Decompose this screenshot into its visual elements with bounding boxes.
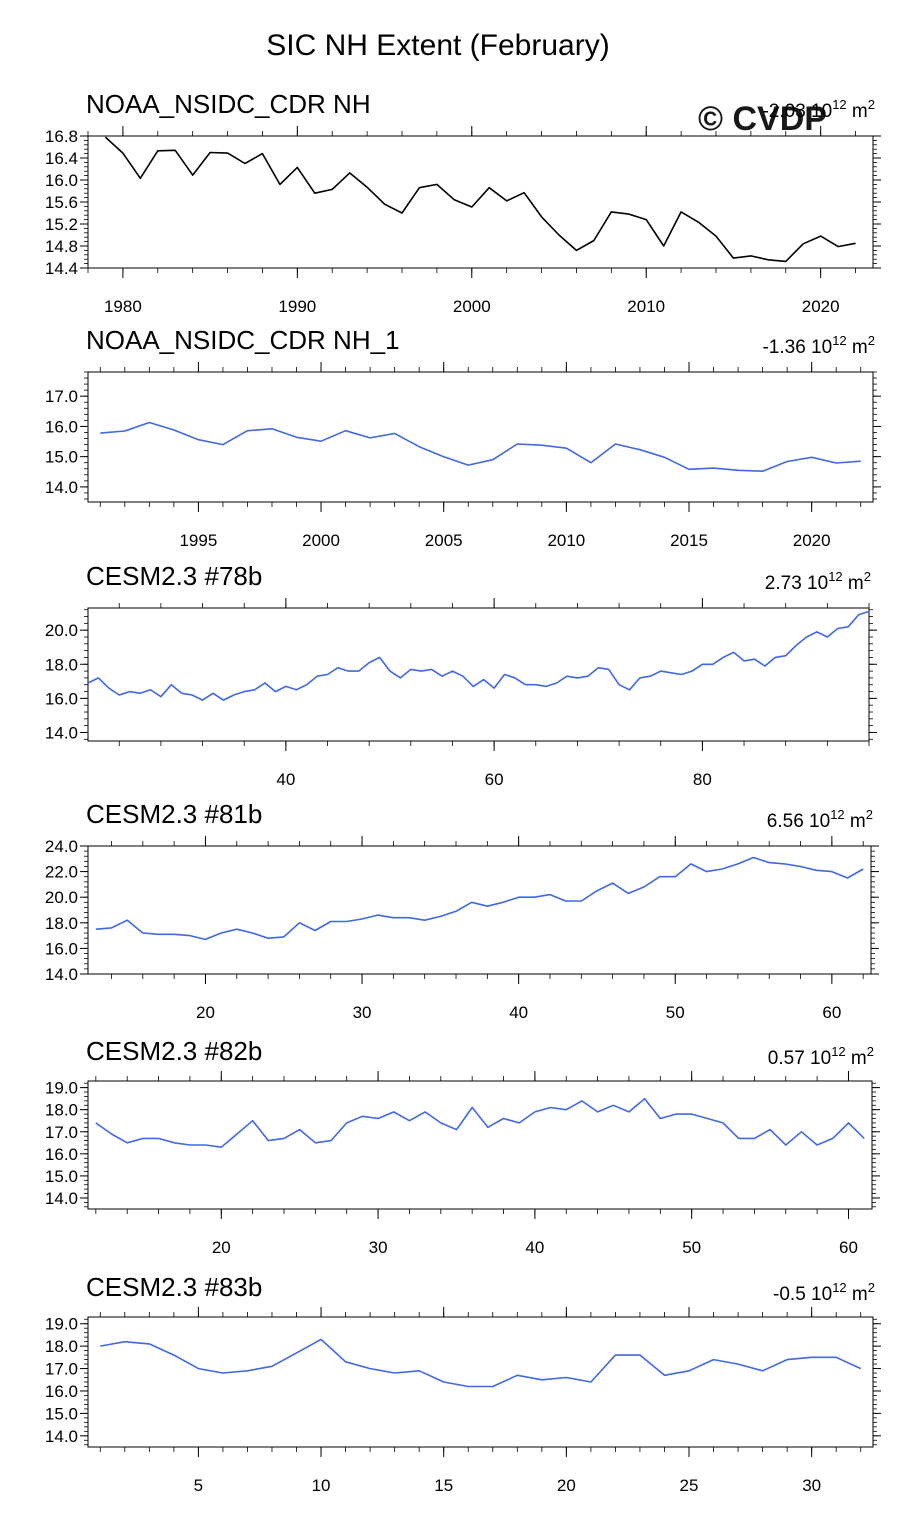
x-tick-label: 60 [839,1238,858,1257]
y-tick-label: 14.0 [45,478,78,497]
x-tick-label: 30 [353,1003,372,1022]
x-tick-label: 2020 [793,531,831,550]
plot-frame [87,1316,874,1448]
y-tick-label: 16.4 [45,149,78,168]
y-tick-label: 18.0 [45,914,78,933]
panel-title: CESM2.3 #78b [86,561,262,591]
x-tick-label: 2000 [302,531,340,550]
series-line [100,1338,862,1388]
x-tick-label: 1980 [104,297,142,316]
trend-label: 0.57 1012 m2 [768,1044,874,1069]
page-title: SIC NH Extent (February) [266,29,609,62]
x-tick-label: 2010 [627,297,665,316]
y-tick-label: 14.0 [45,723,78,742]
x-tick-label: 2000 [453,297,491,316]
plot-frame [87,371,874,503]
chart-panel-6: CESM2.3 #83b -0.5 1012 m2 14.0 15.0 16.0 17.0… [45,1272,881,1495]
y-tick-label: 14.0 [45,1427,78,1446]
x-tick-label: 60 [485,770,504,789]
y-tick-label: 16.0 [45,939,78,958]
y-tick-label: 20.0 [45,888,78,907]
x-tick-label: 2010 [547,531,585,550]
chart-panel-1: NOAA_NSIDC_CDR NH -2.03 1012 m2 14.4 14.8 15… [45,89,881,316]
x-tick-label: 2005 [425,531,463,550]
x-tick-label: 20 [212,1238,231,1257]
x-tick-label: 20 [557,1476,576,1495]
y-tick-label: 20.0 [45,621,78,640]
y-tick-label: 14.0 [45,1189,78,1208]
watermark: © CVDP [698,100,827,138]
y-tick-label: 18.0 [45,1337,78,1356]
y-tick-label: 19.0 [45,1315,78,1334]
plot-frame [87,607,870,742]
series-line [95,856,864,941]
trend-label: 6.56 1012 m2 [767,807,873,832]
x-tick-label: 2015 [670,531,708,550]
x-tick-label: 10 [312,1476,331,1495]
series-line [87,610,870,701]
trend-label: -2.03 1012 m2 [762,97,875,122]
x-tick-label: 5 [194,1476,203,1495]
x-tick-label: 1990 [278,297,316,316]
y-tick-label: 15.2 [45,215,78,234]
x-tick-label: 40 [525,1238,544,1257]
x-tick-label: 15 [434,1476,453,1495]
series-line [100,421,861,473]
y-tick-label: 15.0 [45,1404,78,1423]
x-tick-label: 1995 [179,531,217,550]
x-tick-label: 40 [509,1003,528,1022]
y-tick-label: 17.0 [45,387,78,406]
y-tick-label: 17.0 [45,1360,78,1379]
plot-frame [87,135,874,269]
y-tick-label: 15.6 [45,193,78,212]
x-tick-label: 30 [369,1238,388,1257]
y-tick-label: 22.0 [45,863,78,882]
y-tick-label: 15.0 [45,448,78,467]
panel-title: CESM2.3 #81b [86,799,262,829]
y-tick-label: 14.4 [45,259,78,278]
y-tick-label: 16.0 [45,1382,78,1401]
x-tick-label: 40 [276,770,295,789]
x-tick-label: 50 [666,1003,685,1022]
y-tick-label: 16.8 [45,127,78,146]
x-tick-label: 50 [682,1238,701,1257]
x-tick-label: 25 [680,1476,699,1495]
y-tick-label: 19.0 [45,1079,78,1098]
y-tick-label: 14.0 [45,965,78,984]
x-tick-label: 2020 [802,297,840,316]
x-tick-label: 30 [802,1476,821,1495]
panel-title: CESM2.3 #83b [86,1272,262,1302]
y-tick-label: 16.0 [45,171,78,190]
trend-label: -1.36 1012 m2 [762,333,875,358]
y-tick-label: 18.0 [45,655,78,674]
x-tick-label: 80 [693,770,712,789]
plot-frame [87,845,872,975]
x-tick-label: 20 [196,1003,215,1022]
chart-panel-2: NOAA_NSIDC_CDR NH_1 -1.36 1012 m2 14.0 15.0… [45,325,881,550]
y-tick-label: 18.0 [45,1101,78,1120]
trend-label: -0.5 1012 m2 [773,1280,875,1305]
panel-title: CESM2.3 #82b [86,1036,262,1066]
y-tick-label: 16.0 [45,1145,78,1164]
x-tick-label: 60 [822,1003,841,1022]
panels: NOAA_NSIDC_CDR NH -2.03 1012 m2 14.4 14.8 15… [45,89,881,1495]
panel-title: NOAA_NSIDC_CDR NH_1 [86,325,400,355]
series-line [104,136,856,263]
y-tick-label: 24.0 [45,837,78,856]
trend-label: 2.73 1012 m2 [765,569,871,594]
series-line [95,1097,865,1148]
y-tick-label: 15.0 [45,1167,78,1186]
y-tick-label: 16.0 [45,417,78,436]
y-tick-label: 14.8 [45,237,78,256]
y-tick-label: 16.0 [45,689,78,708]
chart-panel-5: CESM2.3 #82b 0.57 1012 m2 14.0 15.0 16.0 17.0… [45,1036,880,1257]
panel-title: NOAA_NSIDC_CDR NH [86,89,371,119]
chart-panel-4: CESM2.3 #81b 6.56 1012 m2 14.0 16.0 18.0 20.0… [45,799,879,1022]
y-tick-label: 17.0 [45,1123,78,1142]
chart-panel-3: CESM2.3 #78b 2.73 1012 m2 14.0 16.0 18.0 20.0… [45,561,877,789]
